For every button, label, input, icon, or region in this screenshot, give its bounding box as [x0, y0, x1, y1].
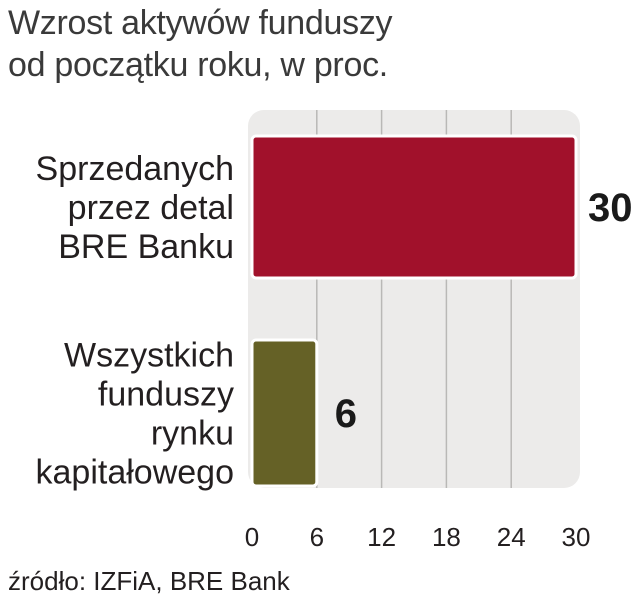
x-tick-label-0: 0 [245, 522, 259, 552]
value-label-1: 30 [588, 186, 633, 230]
category-label-1: Sprzedanych przez detal BRE Banku [36, 150, 234, 266]
bar-2 [250, 338, 319, 488]
x-tick-label-6: 6 [310, 522, 324, 552]
value-label-2: 6 [335, 392, 357, 436]
category-label-2-line-1: Wszystkich [64, 337, 234, 375]
x-tick-label-30: 30 [562, 522, 591, 552]
chart-title-line-1: Wzrost aktywów funduszy [8, 4, 393, 42]
category-label-2: Wszystkich funduszy rynku kapitałowego [36, 337, 234, 492]
category-label-2-line-2: funduszy [98, 376, 234, 414]
chart-title: Wzrost aktywów funduszy od początku roku… [8, 2, 393, 86]
category-label-1-line-1: Sprzedanych [36, 150, 234, 188]
chart-title-line-2: od początku roku, w proc. [8, 46, 388, 84]
category-label-1-line-3: BRE Banku [58, 228, 234, 266]
x-tick-label-12: 12 [367, 522, 396, 552]
source-note: źródło: IZFiA, BRE Bank [8, 566, 290, 596]
x-tick-label-24: 24 [497, 522, 526, 552]
category-label-2-line-4: kapitałowego [36, 454, 234, 492]
category-label-1-line-2: przez detal [68, 189, 234, 227]
bar-1 [250, 134, 578, 280]
category-label-2-line-3: rynku [151, 415, 234, 453]
x-tick-label-18: 18 [432, 522, 461, 552]
